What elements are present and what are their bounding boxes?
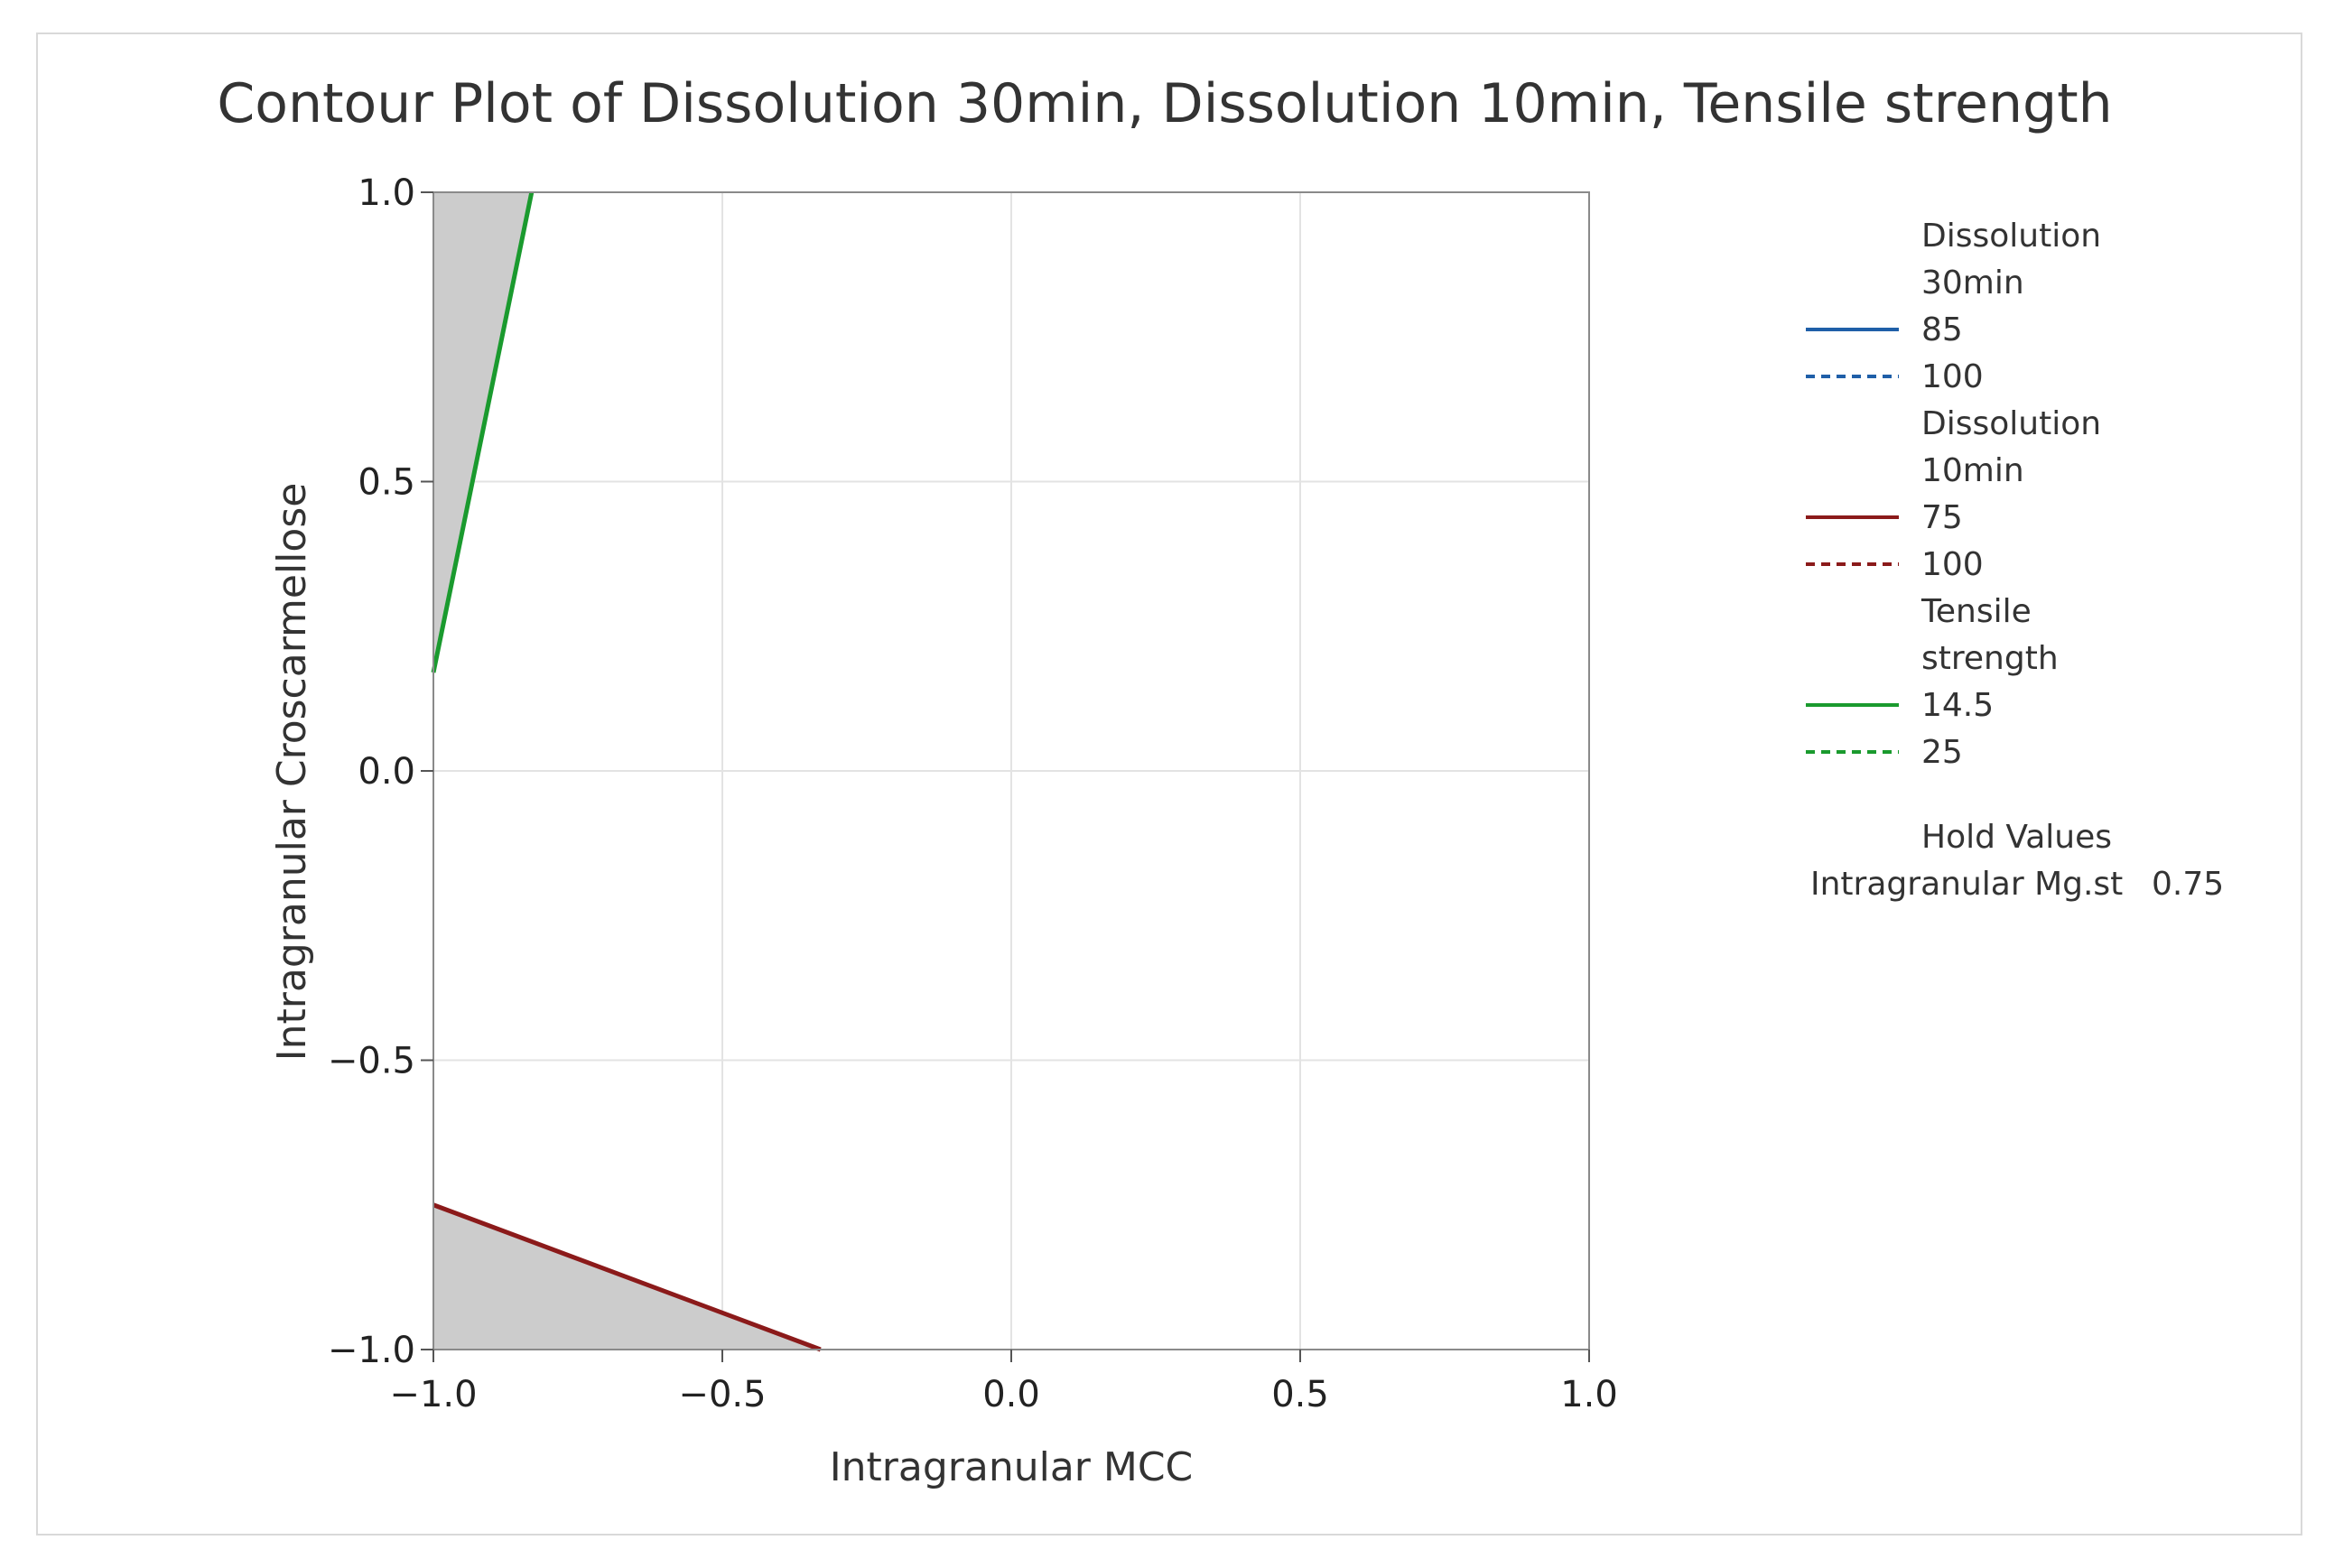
- legend-entry-label: 75: [1921, 499, 1963, 536]
- hold-values-title: Hold Values: [1921, 819, 2112, 856]
- contour-lines: [431, 191, 822, 1352]
- x-axis-label: Intragranular MCC: [830, 1444, 1194, 1490]
- contour-line: [432, 1202, 822, 1352]
- chart-title: Contour Plot of Dissolution 30min, Disso…: [217, 72, 2112, 135]
- x-tick-label: −0.5: [678, 1374, 766, 1415]
- legend-group-title: strength: [1921, 640, 2059, 677]
- hold-value-name: Intragranular Mg.st: [1810, 866, 2123, 903]
- legend-group-title: Dissolution: [1921, 405, 2101, 442]
- axis-ticks: −1.0 −0.5 0.0 0.5 1.0 −1.0 −0.5 0.0 0.5 1.0: [328, 172, 1618, 1415]
- x-tick-label: 0.0: [982, 1374, 1040, 1415]
- y-axis-label: Intragranular Croscarmellose: [269, 483, 315, 1062]
- y-tick-label: 0.0: [358, 751, 415, 793]
- x-tick-label: −1.0: [389, 1374, 477, 1415]
- x-tick-label: 1.0: [1560, 1374, 1618, 1415]
- legend-group-title: Tensile: [1920, 593, 2032, 630]
- legend-entry-label: 100: [1921, 358, 1984, 395]
- y-tick-label: −1.0: [328, 1330, 415, 1371]
- legend-entry-label: 100: [1921, 546, 1984, 583]
- y-tick-label: 0.5: [358, 462, 415, 504]
- legend: Dissolution 30min 85 100 Dissolution 10min 75 1…: [1806, 218, 2224, 903]
- legend-group-title: 30min: [1921, 264, 2024, 302]
- legend-entry-label: 14.5: [1921, 687, 1994, 724]
- figure-frame: [36, 32, 2302, 1536]
- legend-group-title: 10min: [1921, 452, 2024, 489]
- legend-group-title: Dissolution: [1921, 218, 2101, 255]
- x-tick-label: 0.5: [1271, 1374, 1329, 1415]
- y-tick-label: 1.0: [358, 172, 415, 214]
- contour-line: [431, 191, 535, 673]
- grid: [432, 191, 1590, 1350]
- legend-entry-label: 85: [1921, 311, 1963, 348]
- y-tick-label: −0.5: [328, 1041, 415, 1082]
- hold-value-value: 0.75: [2152, 866, 2224, 903]
- legend-entry-label: 25: [1921, 734, 1963, 771]
